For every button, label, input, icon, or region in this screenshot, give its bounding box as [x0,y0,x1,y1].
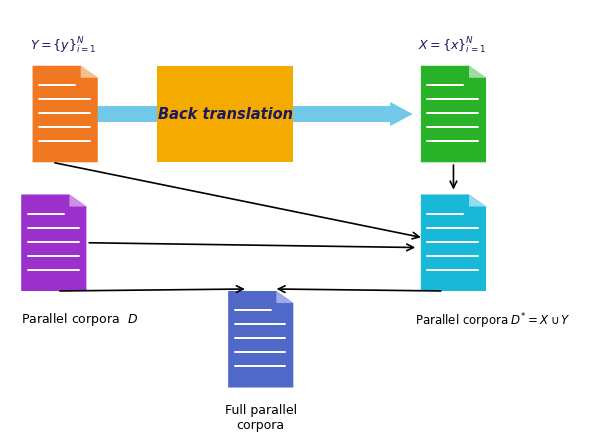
Polygon shape [70,194,86,207]
Text: Parallel corpora $D^{*} = X \cup Y$: Parallel corpora $D^{*} = X \cup Y$ [415,311,571,331]
Polygon shape [81,66,98,78]
Text: $Y = \{y\}_{i=1}^{N}$: $Y = \{y\}_{i=1}^{N}$ [30,36,96,56]
FancyBboxPatch shape [157,66,293,162]
Polygon shape [421,66,486,162]
Polygon shape [421,194,486,291]
Text: Parallel corpora  $D$: Parallel corpora $D$ [21,311,139,328]
Polygon shape [469,66,486,78]
Polygon shape [228,291,293,388]
Polygon shape [469,194,486,207]
Polygon shape [32,66,98,162]
FancyArrow shape [88,102,413,126]
Text: Full parallel
corpora: Full parallel corpora [224,404,297,432]
Text: Back translation: Back translation [158,107,293,122]
Text: $X = \{x\}_{i=1}^{N}$: $X = \{x\}_{i=1}^{N}$ [418,36,486,56]
Polygon shape [21,194,86,291]
Polygon shape [277,291,293,303]
